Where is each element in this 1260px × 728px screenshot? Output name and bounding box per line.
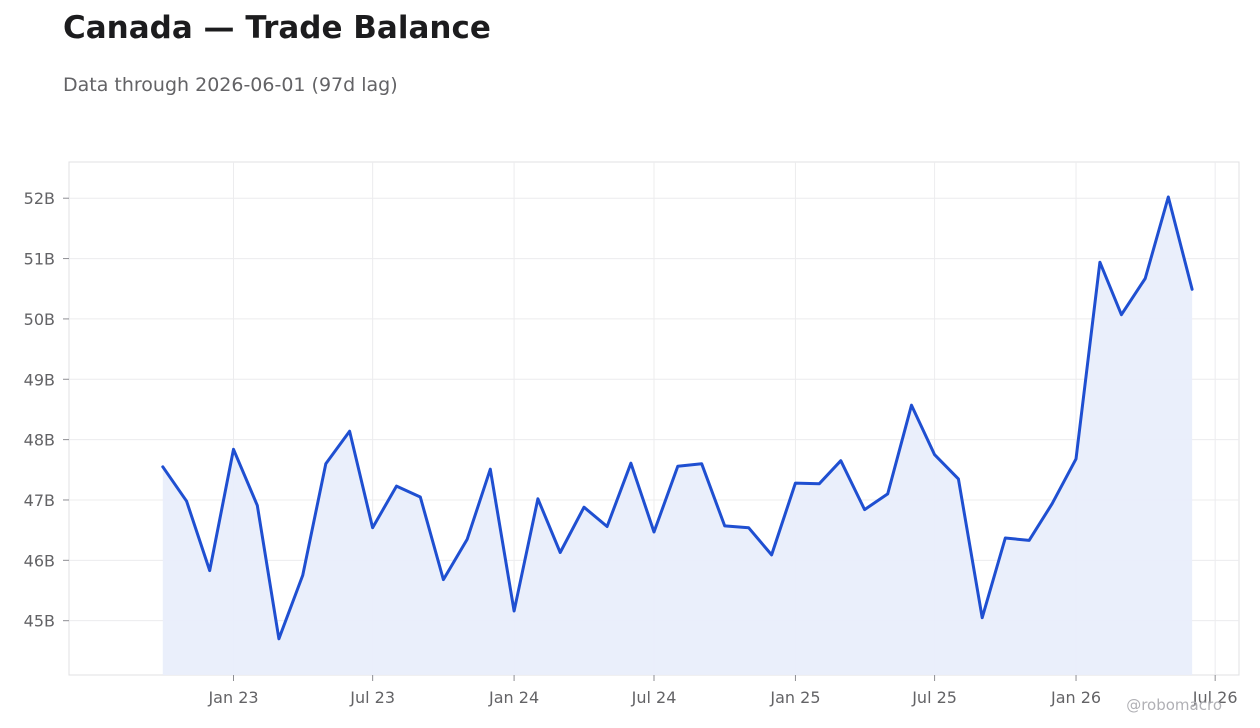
series-line: [161, 195, 1194, 641]
y-tick-label: 46B: [24, 551, 55, 570]
x-tick-label: Jul 26: [1192, 688, 1238, 707]
x-tick-label: Jul 25: [911, 688, 957, 707]
y-tick-label: 45B: [24, 612, 55, 631]
gridlines: [69, 162, 1239, 675]
watermark: @robomacro: [1126, 696, 1222, 714]
series-area: [162, 197, 1193, 675]
area-fill: [162, 197, 1193, 675]
x-tick-label: Jul 23: [349, 688, 395, 707]
y-tick-label: 49B: [24, 370, 55, 389]
y-tick-label: 48B: [24, 431, 55, 450]
chart-subtitle: Data through 2026-06-01 (97d lag): [63, 74, 398, 96]
x-tick-label: Jul 24: [631, 688, 677, 707]
x-tick-label: Jan 25: [769, 688, 820, 707]
y-tick-label: 51B: [24, 250, 55, 269]
x-axis-ticks: Jan 23 Jul 23 Jan 24 Jul 24 Jan 25 Jul 25 Jan …: [207, 675, 1238, 707]
series-line-path: [161, 195, 1194, 641]
y-tick-label: 50B: [24, 310, 55, 329]
y-tick-label: 47B: [24, 491, 55, 510]
x-tick-label: Jan 24: [488, 688, 539, 707]
y-axis-ticks: 45B 46B 47B 48B 49B 50B 51B 52B: [24, 189, 69, 631]
y-tick-label: 52B: [24, 189, 55, 208]
chart-title: Canada — Trade Balance: [63, 10, 491, 46]
x-tick-label: Jan 23: [207, 688, 258, 707]
x-tick-label: Jan 26: [1050, 688, 1101, 707]
